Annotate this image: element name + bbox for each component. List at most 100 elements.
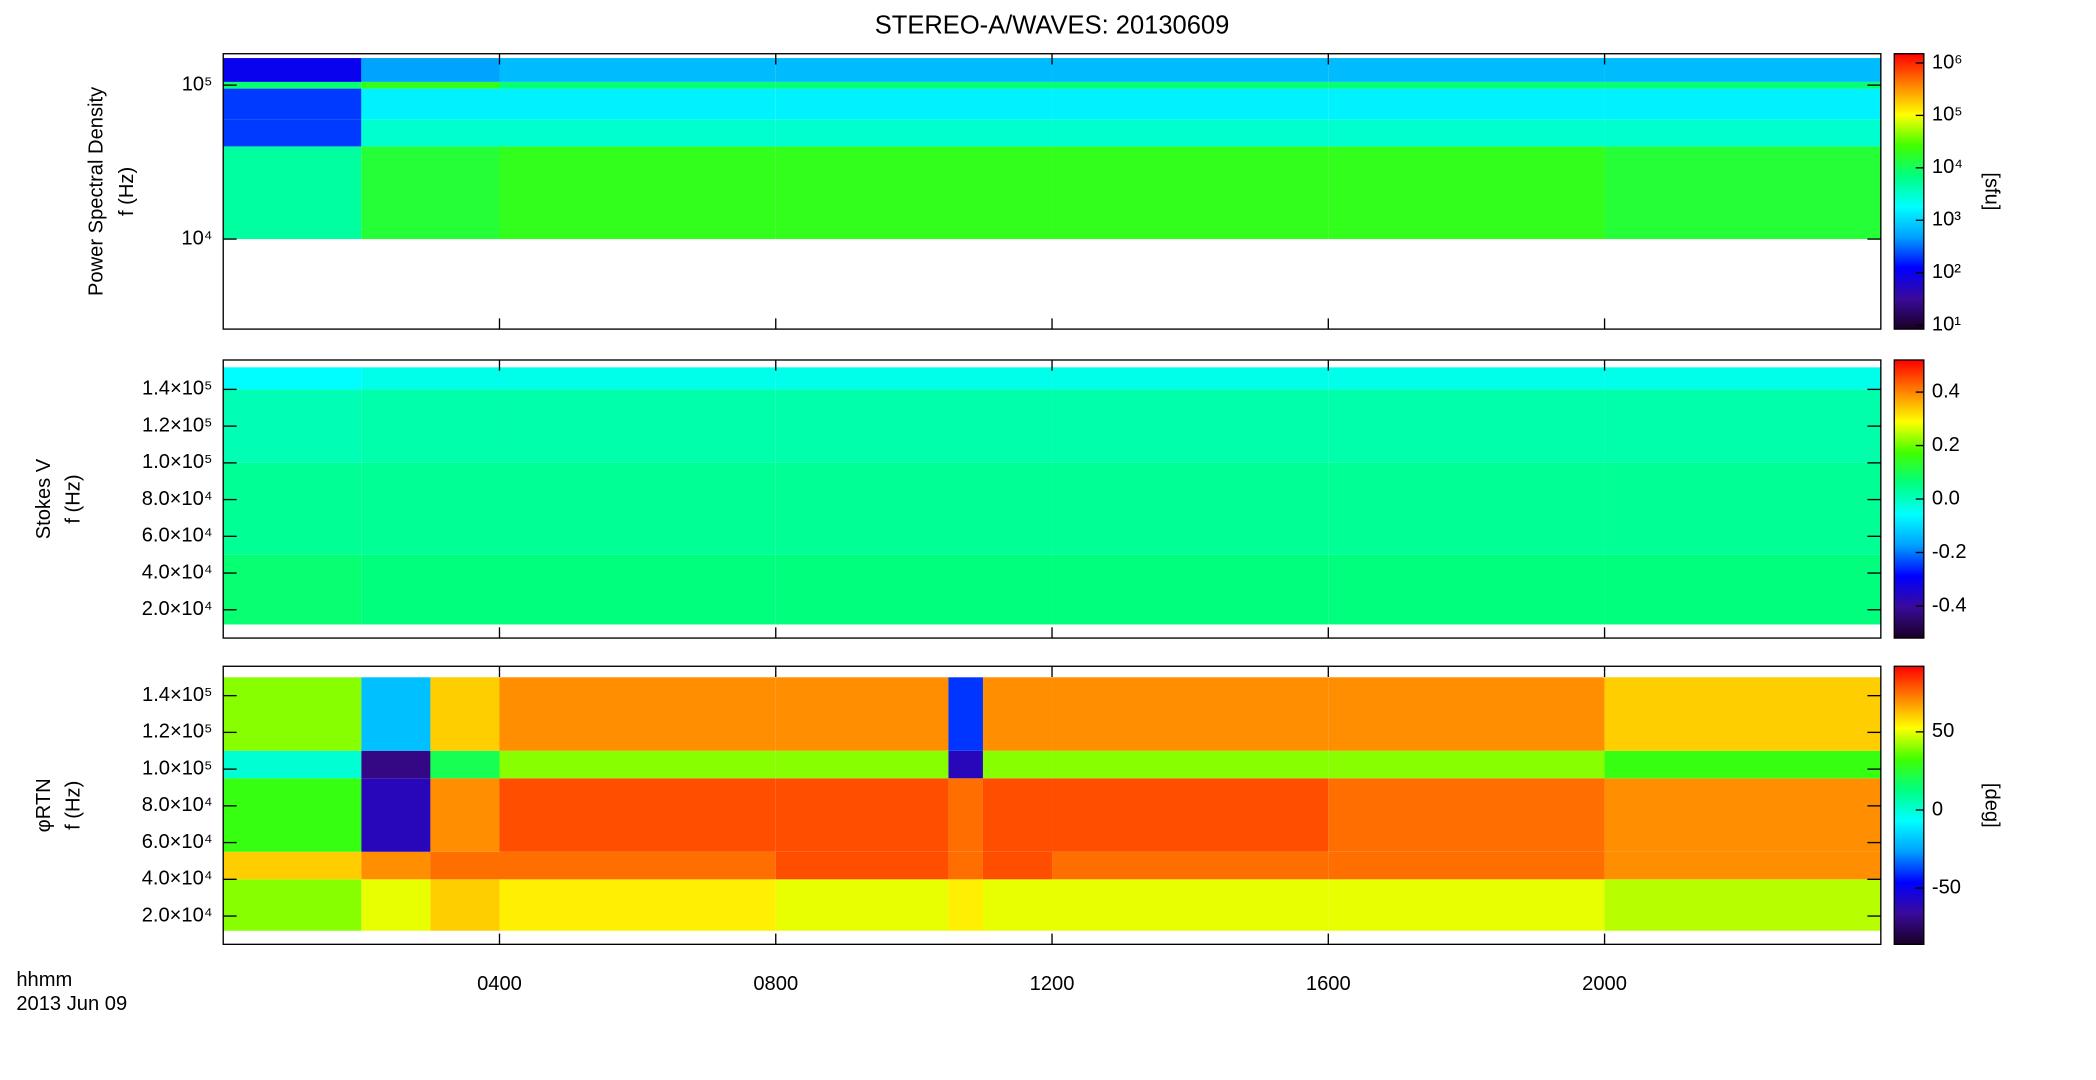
heatmap-cell <box>430 677 500 751</box>
y-tick-label: 8.0×10⁴ <box>142 488 213 510</box>
colorbar-tick-label: 50 <box>1932 720 1954 742</box>
heatmap-cell <box>1328 389 1605 463</box>
colorbar-tick-label: 10¹ <box>1932 313 1961 335</box>
y-tick-label: 8.0×10⁴ <box>142 794 213 816</box>
colorbar-tick-label: 10⁴ <box>1932 156 1963 178</box>
y-axis-label: f (Hz) <box>62 474 84 523</box>
x-tick-label: 1200 <box>1030 973 1075 995</box>
heatmap-cell <box>1052 750 1329 779</box>
heatmap-cell <box>361 88 500 120</box>
colorbar-tick-label: 0.4 <box>1932 380 1960 402</box>
heatmap-cell <box>1604 778 1881 852</box>
heatmap-cell <box>361 462 500 555</box>
heatmap-cell <box>1604 851 1881 880</box>
colorbar-label: [sfu] <box>1981 172 2003 210</box>
colorbar-tick-label: 0.2 <box>1932 434 1960 456</box>
heatmap-cell <box>1604 389 1881 463</box>
colorbar-tick-label: 10⁵ <box>1932 104 1963 126</box>
heatmap-cell <box>499 119 776 147</box>
heatmap-cell <box>948 677 983 751</box>
colorbar-tick-label: 0.0 <box>1932 487 1960 509</box>
heatmap-cell <box>499 750 776 779</box>
heatmap-cell <box>1052 58 1329 82</box>
colorbar-tick-label: 10³ <box>1932 209 1961 231</box>
heatmap-cell <box>1604 879 1881 931</box>
heatmap-cell <box>361 367 500 390</box>
heatmap-cell <box>499 851 776 880</box>
x-axis-date: 2013 Jun 09 <box>16 993 127 1015</box>
heatmap-cell <box>982 677 1053 751</box>
heatmap-cell <box>1328 146 1605 240</box>
heatmap-cell <box>499 677 776 751</box>
heatmap-cell <box>361 851 431 880</box>
y-tick-label: 2.0×10⁴ <box>142 904 213 926</box>
heatmap-cell <box>1328 851 1605 880</box>
heatmap-cell <box>775 554 1053 625</box>
heatmap-cell <box>775 119 1053 147</box>
heatmap-cell <box>982 778 1053 852</box>
heatmap-cell <box>1052 462 1329 555</box>
heatmap-cell <box>430 851 500 880</box>
x-tick-label: 0400 <box>477 973 522 995</box>
heatmap-cell <box>223 58 362 82</box>
y-tick-label: 1.2×10⁵ <box>142 721 212 743</box>
heatmap-cell <box>499 389 776 463</box>
heatmap-cell <box>1052 851 1329 880</box>
heatmap-cell <box>1604 677 1881 751</box>
heatmap-cell <box>223 146 362 240</box>
heatmap-cell <box>982 750 1053 779</box>
heatmap-cell <box>1328 554 1605 625</box>
heatmap-cell <box>1052 81 1329 89</box>
y-axis-label: Stokes V <box>33 458 55 539</box>
heatmap-cell <box>1604 750 1881 779</box>
y-tick-label: 1.0×10⁵ <box>142 451 212 473</box>
colorbar-tick-label: -0.2 <box>1932 541 1967 563</box>
heatmap-cell <box>361 389 500 463</box>
heatmap-cell <box>499 778 776 852</box>
heatmap-cell <box>223 389 362 463</box>
heatmap-cell <box>361 81 500 89</box>
heatmap-cell <box>361 119 500 147</box>
x-tick-label: 2000 <box>1582 973 1627 995</box>
heatmap-cell <box>361 750 431 779</box>
y-tick-label: 1.2×10⁵ <box>142 414 212 436</box>
heatmap-cell <box>1604 554 1881 625</box>
y-tick-label: 10⁴ <box>181 227 212 249</box>
heatmap-cell <box>361 58 500 82</box>
heatmap-cell <box>361 554 500 625</box>
heatmap-cell <box>775 81 1053 89</box>
heatmap-cell <box>361 146 500 240</box>
heatmap-cell <box>1052 119 1329 147</box>
heatmap-cell <box>775 851 949 880</box>
heatmap-cell <box>775 750 949 779</box>
heatmap-cell <box>1328 367 1605 390</box>
heatmap-cell <box>223 462 362 555</box>
heatmap-cell <box>775 389 1053 463</box>
colorbar-tick-label: -50 <box>1932 876 1961 898</box>
heatmap-cell <box>223 119 362 147</box>
heatmap-cell <box>775 88 1053 120</box>
heatmap-cell <box>1328 58 1605 82</box>
colorbar-tick-label: 10² <box>1932 261 1961 283</box>
heatmap-cell <box>223 879 362 931</box>
heatmap-cell <box>1328 778 1605 852</box>
heatmap-cell <box>361 677 431 751</box>
y-axis-label: f (Hz) <box>62 781 84 830</box>
heatmap-cell <box>775 58 1053 82</box>
colorbar-tick-label: 10⁶ <box>1932 51 1963 73</box>
heatmap-cell <box>1052 677 1329 751</box>
heatmap-cell <box>775 879 949 931</box>
heatmap-cell <box>1052 146 1329 240</box>
heatmap-cell <box>1604 81 1881 89</box>
colorbar-tick-label: -0.4 <box>1932 594 1967 616</box>
y-axis-label: φRTN <box>33 778 55 832</box>
heatmap-cell <box>223 367 362 390</box>
heatmap-cell <box>775 677 949 751</box>
heatmap-cell <box>1328 119 1605 147</box>
y-tick-label: 1.4×10⁵ <box>142 378 212 400</box>
heatmap-cell <box>499 146 776 240</box>
heatmap-cell <box>361 879 431 931</box>
heatmap-cell <box>1328 88 1605 120</box>
y-tick-label: 6.0×10⁴ <box>142 525 213 547</box>
heatmap-cell <box>499 554 776 625</box>
